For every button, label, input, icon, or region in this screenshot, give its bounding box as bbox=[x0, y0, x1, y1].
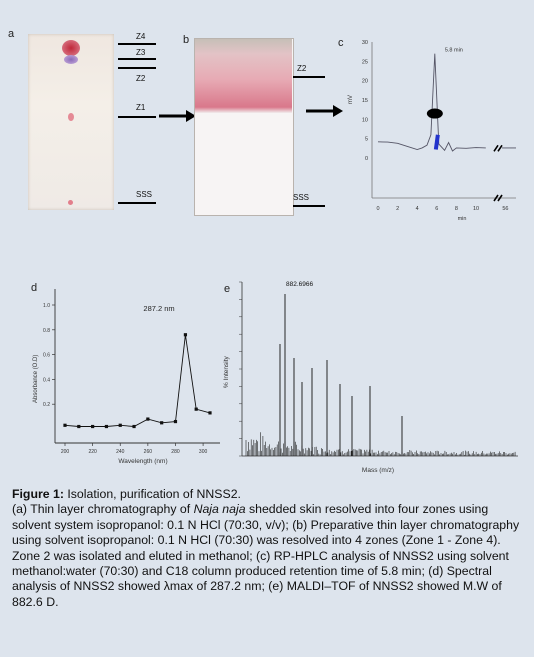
chart-c: c 30 25 20 15 10 5 0 0 2 4 6 8 10 56 mV min 5.8 min bbox=[338, 37, 516, 222]
chart-d-point bbox=[91, 424, 95, 429]
origin-label-b: SSS bbox=[293, 193, 310, 202]
chart-d-xtick: 300 bbox=[199, 449, 208, 455]
chart-d-point bbox=[77, 424, 81, 429]
chart-c-ytick: 15 bbox=[362, 98, 368, 104]
chart-c-xlabel: min bbox=[458, 216, 467, 222]
tlc-spot-z1 bbox=[68, 113, 74, 121]
chart-c-break bbox=[497, 144, 503, 152]
chart-d-point bbox=[118, 423, 122, 427]
chart-d-xtick: 260 bbox=[144, 449, 153, 455]
chart-c-xtick: 56 bbox=[502, 206, 508, 212]
chart-d-point bbox=[183, 333, 188, 337]
chart-c-ytick: 5 bbox=[365, 137, 368, 143]
panel-e-label: e bbox=[224, 283, 230, 295]
zone-line-z3b bbox=[118, 67, 156, 69]
chart-e-peak-label: 882.6966 bbox=[286, 281, 313, 288]
chart-d-line bbox=[64, 334, 211, 427]
panel-c-label: c bbox=[338, 37, 344, 49]
zone-line-b-z2 bbox=[293, 76, 325, 78]
chart-c-ytick: 0 bbox=[365, 156, 368, 162]
figure-caption: Figure 1: Isolation, purification of NNS… bbox=[12, 487, 524, 610]
zone-label-z4: Z4 bbox=[136, 32, 146, 41]
panel-b-label: b bbox=[183, 34, 190, 46]
zone-line-z4 bbox=[118, 43, 156, 45]
chart-d-point bbox=[173, 419, 178, 424]
chart-c-xtick: 10 bbox=[473, 206, 479, 212]
caption-title-rest: Isolation, purification of NNSS2. bbox=[63, 487, 241, 501]
tlc-spot-origin bbox=[68, 200, 73, 205]
chart-c-xtick: 0 bbox=[376, 206, 379, 212]
panel-b: b Z2 SSS bbox=[180, 32, 330, 216]
origin-label-a: SSS bbox=[136, 190, 153, 199]
chart-d-ytick: 0.2 bbox=[43, 402, 50, 408]
chart-d-xtick: 200 bbox=[61, 449, 70, 455]
chart-c-xtick: 2 bbox=[396, 206, 399, 212]
chart-d-ytick: 0.8 bbox=[43, 328, 50, 334]
chart-d-ytick: 0.4 bbox=[43, 377, 50, 383]
chart-d-point bbox=[132, 424, 136, 429]
zone-label-z2: Z2 bbox=[136, 74, 146, 83]
arrow-a-to-b bbox=[159, 110, 196, 122]
zone-label-z3: Z3 bbox=[136, 48, 146, 57]
zone-label-b-z2: Z2 bbox=[297, 64, 307, 73]
chart-c-peak-marker bbox=[426, 108, 443, 119]
chart-d-ylabel: Absorbance (O.D) bbox=[33, 355, 39, 403]
chart-c-break bbox=[497, 194, 503, 202]
chart-c-ytick: 20 bbox=[362, 79, 368, 85]
zone-line-sss bbox=[118, 202, 156, 204]
chart-c-peak-fill bbox=[433, 134, 440, 150]
panel-a: a Z4 Z3 Z2 Z1 SSS bbox=[8, 28, 178, 210]
chart-c-ytick: 10 bbox=[362, 117, 368, 123]
chart-c-xtick: 8 bbox=[455, 206, 458, 212]
chart-d-ytick: 1.0 bbox=[43, 303, 50, 309]
chart-d-xtick: 220 bbox=[88, 449, 97, 455]
panel-d-label: d bbox=[31, 282, 37, 294]
chart-e: e % Intensity Mass (m/z) 882.6966 bbox=[223, 281, 518, 474]
chart-c-peak-label: 5.8 min bbox=[445, 48, 463, 54]
chart-c-break bbox=[493, 144, 499, 152]
zone-line-z3 bbox=[118, 58, 156, 60]
caption-text-2: shedded skin resolved into four zones us… bbox=[12, 502, 520, 609]
chart-d-ytick: 0.6 bbox=[43, 353, 50, 359]
chart-d-peak-label: 287.2 nm bbox=[143, 304, 174, 313]
caption-text-1: (a) Thin layer chromatography of bbox=[12, 502, 194, 517]
chart-d: d 1.0 0.8 0.6 0.4 0.2 200 220 240 260 280 300 Absorb… bbox=[31, 282, 220, 465]
tlc-spot-top bbox=[62, 40, 80, 56]
panel-a-label: a bbox=[8, 28, 15, 40]
chart-d-xtick: 280 bbox=[171, 449, 180, 455]
chart-d-xtick: 240 bbox=[116, 449, 125, 455]
zone-line-b-sss bbox=[293, 205, 325, 207]
chart-c-xtick: 6 bbox=[435, 206, 438, 212]
chart-d-xlabel: Wavelength (nm) bbox=[118, 458, 167, 465]
chart-d-point bbox=[194, 407, 198, 411]
chart-c-ylabel: mV bbox=[348, 95, 354, 104]
chart-d-point bbox=[146, 417, 150, 421]
caption-title: Figure 1: Isolation, purification of NNS… bbox=[12, 487, 524, 502]
chart-e-xlabel: Mass (m/z) bbox=[362, 467, 394, 474]
chart-c-trace bbox=[377, 53, 486, 152]
chart-d-point bbox=[160, 421, 164, 425]
zone-label-z1: Z1 bbox=[136, 103, 146, 112]
chart-c-break bbox=[493, 194, 499, 202]
chart-d-point bbox=[63, 423, 67, 427]
chart-c-ytick: 30 bbox=[362, 40, 368, 46]
caption-title-bold: Figure 1: bbox=[12, 487, 64, 501]
chart-c-xtick: 4 bbox=[416, 206, 419, 212]
zone-line-z1 bbox=[118, 116, 156, 118]
chart-d-point bbox=[104, 424, 109, 429]
chart-e-ylabel: % Intensity bbox=[223, 355, 230, 388]
chart-c-ytick: 25 bbox=[362, 59, 368, 65]
arrow-b-to-c bbox=[306, 105, 343, 117]
caption-species: Naja naja bbox=[193, 502, 246, 517]
tlc-spot-purple bbox=[64, 55, 78, 64]
chart-d-point bbox=[208, 411, 212, 415]
prep-tlc-band bbox=[195, 39, 292, 113]
